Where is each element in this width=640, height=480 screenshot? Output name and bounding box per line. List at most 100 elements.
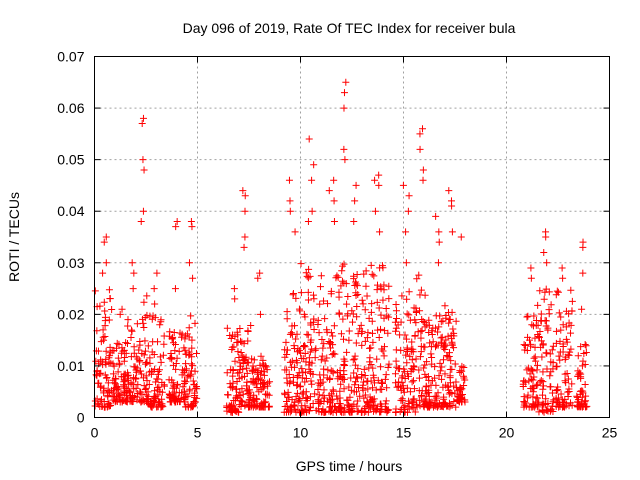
data-point: [185, 333, 193, 341]
data-point: [228, 408, 236, 416]
data-point: [264, 382, 272, 390]
data-point: [185, 324, 193, 332]
data-point: [100, 238, 108, 246]
data-point: [524, 394, 532, 402]
data-point: [227, 383, 235, 391]
data-point: [441, 370, 449, 378]
data-point: [438, 333, 446, 341]
data-point: [425, 376, 433, 384]
data-point: [314, 385, 322, 393]
data-point: [92, 357, 100, 365]
data-point: [460, 382, 468, 390]
data-point: [254, 370, 262, 378]
data-point: [344, 293, 352, 301]
data-point: [100, 336, 108, 344]
data-point: [146, 368, 154, 376]
data-point: [230, 285, 238, 293]
data-point: [187, 403, 195, 411]
data-point: [178, 371, 186, 379]
data-point: [120, 378, 128, 386]
data-point: [539, 382, 547, 390]
data-point: [178, 389, 186, 397]
data-point: [383, 312, 391, 320]
data-point: [226, 331, 234, 339]
data-point: [305, 135, 313, 143]
data-point: [308, 380, 316, 388]
data-point: [248, 355, 256, 363]
data-point: [241, 402, 249, 410]
data-point: [350, 275, 358, 283]
data-point: [411, 316, 419, 324]
data-point: [567, 345, 575, 353]
data-point: [543, 259, 551, 267]
data-point: [118, 305, 126, 313]
data-point: [405, 400, 413, 408]
data-point: [369, 384, 377, 392]
data-point: [254, 374, 262, 382]
data-point: [102, 259, 110, 267]
data-point: [412, 308, 420, 316]
data-point: [286, 330, 294, 338]
data-point: [425, 386, 433, 394]
data-point: [530, 354, 538, 362]
data-point: [330, 197, 338, 205]
data-point: [317, 356, 325, 364]
data-point: [283, 402, 291, 410]
data-point: [153, 269, 161, 277]
data-point: [548, 346, 556, 354]
data-point: [576, 387, 584, 395]
data-point: [260, 371, 268, 379]
data-point: [374, 405, 382, 413]
data-point: [564, 388, 572, 396]
data-point: [428, 327, 436, 335]
plot-frame: [94, 56, 610, 418]
data-point: [527, 365, 535, 373]
x-tick-label: 0: [91, 425, 99, 441]
data-point: [392, 379, 400, 387]
data-point: [574, 367, 582, 375]
data-point: [145, 381, 153, 389]
data-point: [349, 318, 357, 326]
data-point: [101, 403, 109, 411]
data-point: [92, 371, 100, 379]
data-point: [345, 327, 353, 335]
data-point: [96, 383, 104, 391]
data-point: [341, 357, 349, 365]
data-point: [416, 145, 424, 153]
data-point: [417, 327, 425, 335]
data-point: [542, 322, 550, 330]
data-point: [358, 296, 366, 304]
data-point: [546, 350, 554, 358]
data-point: [542, 349, 550, 357]
data-point: [114, 354, 122, 362]
data-point: [361, 337, 369, 345]
data-point: [534, 400, 542, 408]
data-point: [325, 187, 333, 195]
data-point: [339, 315, 347, 323]
data-point: [321, 357, 329, 365]
data-point: [192, 398, 200, 406]
data-point: [243, 382, 251, 390]
data-point: [170, 381, 178, 389]
data-point: [249, 362, 257, 370]
data-point: [290, 402, 298, 410]
data-point: [527, 264, 535, 272]
data-point: [402, 259, 410, 267]
data-point: [182, 350, 190, 358]
data-point: [447, 334, 455, 342]
data-point: [393, 314, 401, 322]
data-point: [568, 401, 576, 409]
data-point: [306, 338, 314, 346]
data-point: [236, 397, 244, 405]
data-point: [128, 327, 136, 335]
data-point: [139, 114, 147, 122]
data-point: [554, 386, 562, 394]
data-point: [158, 401, 166, 409]
data-point: [521, 399, 529, 407]
data-point: [283, 351, 291, 359]
x-tick-label: 10: [293, 425, 309, 441]
data-point: [298, 374, 306, 382]
data-point: [353, 302, 361, 310]
data-point: [257, 352, 265, 360]
data-point: [573, 392, 581, 400]
